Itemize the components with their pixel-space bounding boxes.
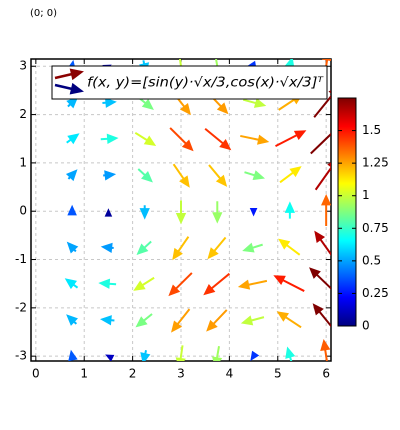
vector-arrow — [175, 345, 186, 361]
vector-arrow — [275, 130, 307, 147]
vector-arrow — [66, 96, 79, 109]
colorbar-tick-label: 0.25 — [362, 286, 389, 300]
vector-arrow — [321, 193, 331, 226]
vector-arrow — [100, 315, 115, 326]
legend-arrow — [54, 68, 84, 81]
y-tick-label: 3 — [19, 59, 27, 73]
vector-arrow — [313, 90, 331, 118]
vector-arrow — [67, 204, 77, 216]
vector-arrow — [175, 200, 187, 225]
vector-arrow — [102, 97, 117, 108]
vector-arrow — [172, 236, 190, 261]
vector-arrow — [278, 238, 301, 256]
vector-arrow — [242, 97, 267, 108]
vectors — [64, 59, 331, 361]
legend-label: f(x, y)=[sin(y)·√x/3,cos(x)·√x/3]ᵀ — [87, 76, 324, 91]
colorbar-tick-label: 0 — [362, 319, 370, 333]
vector-arrow — [139, 205, 150, 220]
vector-arrow — [244, 170, 265, 181]
vector-arrow — [250, 350, 260, 361]
colorbar-tick-label: 1.25 — [362, 156, 389, 170]
vector-arrow — [133, 276, 155, 291]
vector-arrow — [207, 236, 227, 260]
vector-arrow — [100, 242, 114, 253]
vector-arrow — [66, 241, 79, 254]
vector-arrow — [240, 134, 270, 145]
vector-arrow — [98, 278, 117, 289]
colorbar-tick-label: 0.5 — [362, 253, 381, 267]
legend-arrow — [54, 82, 84, 95]
vector-arrow — [68, 349, 78, 361]
vector-arrow — [320, 338, 331, 361]
vector-arrow — [240, 315, 265, 326]
vector-arrow — [104, 208, 113, 217]
vector-arrow — [100, 133, 119, 144]
vector-arrow — [285, 346, 296, 361]
x-tick-label: 3 — [177, 367, 185, 381]
colorbar — [337, 97, 357, 327]
y-tick-label: 1 — [19, 155, 27, 169]
vector-arrow — [169, 127, 194, 152]
vector-arrow — [273, 275, 305, 292]
vector-arrow — [66, 133, 80, 145]
x-tick-label: 1 — [80, 367, 88, 381]
legend-box — [51, 65, 328, 100]
y-tick-label: 0 — [19, 204, 27, 218]
vector-arrow — [65, 169, 78, 182]
vector-arrow — [134, 131, 157, 146]
vector-arrow — [168, 272, 193, 297]
colorbar-tick-label: 1 — [362, 188, 370, 202]
vector-arrow — [140, 350, 151, 361]
vector-arrow — [135, 313, 153, 328]
y-tick-label: -2 — [15, 300, 27, 314]
vector-arrow — [208, 164, 228, 187]
vector-arrow — [314, 230, 331, 256]
x-tick-label: 5 — [274, 367, 282, 381]
vector-arrow — [242, 242, 263, 253]
vector-arrow — [314, 162, 331, 191]
vector-arrow — [312, 303, 331, 328]
x-tick-label: 0 — [32, 367, 40, 381]
x-tick-label: 2 — [129, 367, 137, 381]
vector-arrow — [103, 170, 117, 181]
vector-arrow — [172, 163, 190, 188]
vector-arrow — [276, 311, 302, 329]
y-tick-label: -1 — [15, 252, 27, 266]
vector-arrow — [204, 127, 232, 151]
vector-arrow — [105, 354, 115, 361]
vector-arrow — [206, 309, 228, 332]
vector-arrow — [66, 314, 78, 326]
x-tick-label: 4 — [226, 367, 234, 381]
vector-arrow — [284, 201, 296, 219]
corner-label: (0; 0) — [30, 8, 57, 19]
y-tick-label: 2 — [19, 107, 27, 121]
vector-arrow — [64, 278, 79, 290]
colorbar-tick-label: 1.5 — [362, 123, 381, 137]
vector-arrow — [249, 207, 258, 217]
vector-arrow — [310, 132, 331, 155]
y-tick-label: -3 — [15, 349, 27, 363]
vector-arrow — [212, 201, 223, 224]
vector-arrow — [279, 166, 302, 184]
vector-arrow — [137, 168, 153, 183]
x-tick-label: 6 — [322, 367, 330, 381]
colorbar-tick-label: 0.75 — [362, 221, 389, 235]
vector-arrow — [212, 346, 223, 361]
vector-arrow — [309, 267, 331, 290]
vector-arrow — [171, 308, 191, 333]
vector-arrow — [136, 240, 152, 256]
vector-arrow — [237, 279, 268, 290]
vector-arrow — [203, 272, 231, 296]
